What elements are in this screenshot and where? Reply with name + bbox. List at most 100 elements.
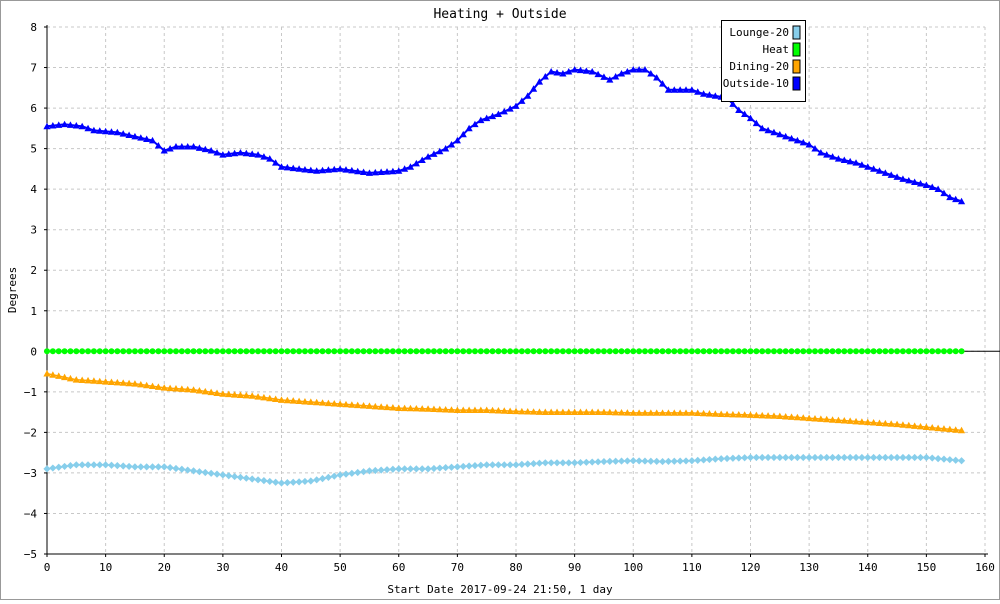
data-point — [641, 457, 649, 465]
data-point — [764, 412, 772, 419]
data-point — [460, 348, 467, 355]
data-point — [272, 395, 280, 403]
data-point — [213, 389, 221, 396]
data-point — [167, 348, 174, 355]
data-point — [705, 410, 714, 417]
data-point — [384, 348, 391, 355]
data-point — [571, 408, 579, 415]
data-point — [424, 465, 432, 473]
data-point — [834, 155, 843, 162]
data-point — [383, 168, 391, 175]
data-point — [653, 409, 661, 416]
data-point — [219, 151, 227, 158]
data-point — [875, 453, 884, 462]
data-point — [846, 417, 854, 424]
data-point — [201, 468, 209, 477]
data-point — [641, 65, 649, 73]
data-point — [676, 86, 684, 93]
data-point — [459, 406, 467, 413]
legend-label: Heat — [763, 43, 790, 56]
data-point — [911, 178, 919, 185]
data-point — [823, 453, 831, 462]
data-point — [940, 425, 948, 432]
x-tick-label: 160 — [975, 561, 995, 574]
data-point — [788, 348, 795, 355]
data-point — [541, 73, 549, 80]
data-point — [242, 149, 250, 157]
data-point — [125, 462, 133, 471]
data-point — [477, 406, 485, 413]
data-point — [55, 463, 63, 471]
x-tick-label: 100 — [623, 561, 643, 574]
data-point — [911, 453, 919, 462]
data-point — [847, 348, 854, 355]
data-point — [189, 467, 198, 475]
data-point — [793, 413, 801, 421]
data-point — [331, 348, 338, 355]
data-point — [249, 348, 256, 355]
data-point — [548, 348, 555, 355]
data-point — [366, 348, 373, 355]
data-point — [114, 348, 121, 355]
data-point — [90, 126, 98, 134]
data-point — [506, 407, 514, 414]
data-point — [606, 76, 614, 83]
data-point — [629, 409, 637, 416]
data-point — [260, 348, 267, 355]
data-point — [371, 402, 379, 410]
data-point — [922, 453, 930, 462]
data-point — [383, 466, 391, 474]
data-point — [319, 348, 326, 355]
data-point — [817, 415, 825, 422]
data-point — [231, 391, 239, 398]
data-point — [401, 165, 409, 172]
data-point — [213, 149, 221, 156]
data-point — [805, 414, 813, 422]
data-point — [770, 348, 777, 355]
data-point — [324, 473, 332, 481]
data-point — [354, 468, 362, 477]
data-point — [465, 124, 473, 132]
data-point — [929, 348, 936, 355]
data-point — [436, 405, 444, 413]
x-tick-label: 120 — [741, 561, 761, 574]
data-point — [576, 408, 585, 415]
data-point — [659, 348, 666, 355]
data-point — [113, 462, 121, 470]
data-point — [43, 370, 51, 377]
data-point — [447, 406, 456, 413]
data-point — [143, 463, 151, 471]
data-point — [107, 378, 116, 385]
data-point — [864, 163, 872, 170]
data-point — [594, 458, 602, 466]
data-point — [102, 461, 110, 469]
data-point — [365, 169, 374, 176]
data-point — [436, 464, 444, 472]
data-point — [207, 469, 215, 477]
data-point — [946, 193, 954, 201]
chart-title: Heating + Outside — [433, 7, 566, 22]
series-lounge-20 — [43, 453, 966, 487]
data-point — [887, 420, 895, 427]
data-point — [554, 348, 561, 355]
data-point — [160, 147, 168, 154]
data-point — [348, 469, 356, 477]
data-point — [283, 396, 291, 404]
data-point — [495, 348, 502, 355]
data-point — [635, 65, 643, 73]
legend-swatch — [792, 76, 801, 91]
y-tick-label: 5 — [30, 143, 37, 156]
data-point — [899, 175, 907, 182]
data-point — [577, 348, 584, 355]
data-point — [488, 406, 497, 414]
data-point — [72, 122, 80, 129]
data-point — [670, 86, 678, 93]
data-point — [442, 145, 450, 152]
data-point — [524, 408, 532, 415]
data-point — [858, 418, 866, 425]
data-point — [588, 458, 596, 466]
data-point — [377, 403, 385, 410]
data-point — [90, 377, 98, 384]
data-point — [782, 348, 789, 355]
data-point — [189, 386, 198, 393]
